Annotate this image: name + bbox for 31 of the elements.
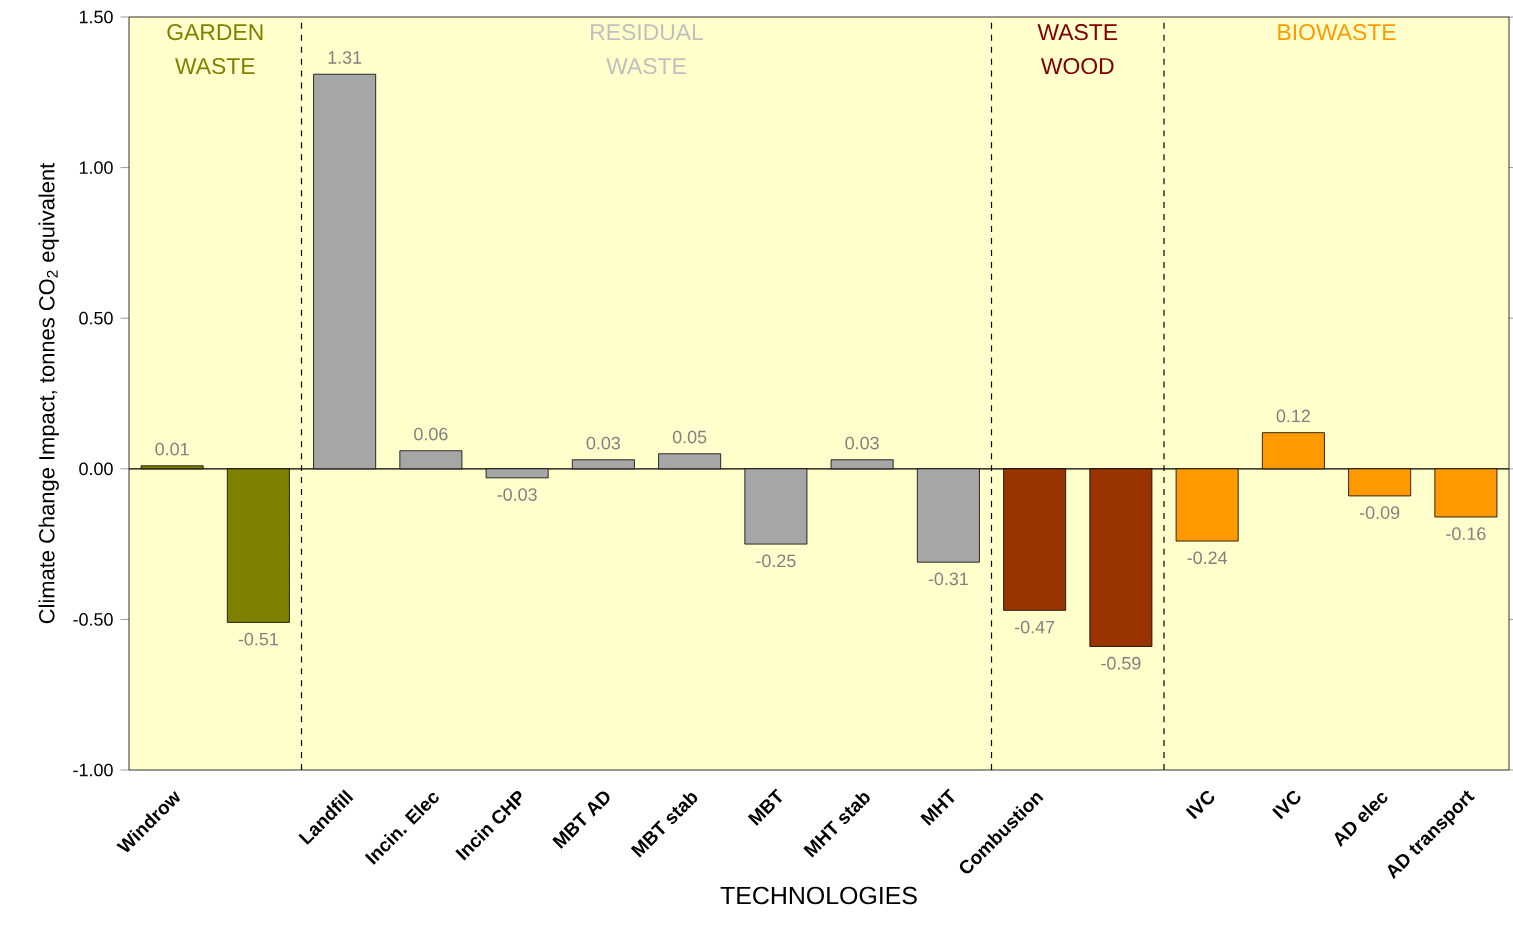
y-tick-label: 1.00 — [79, 161, 113, 174]
data-label: 0.03 — [586, 436, 621, 450]
x-tick-label: AD elec — [1334, 793, 1388, 847]
data-label: 0.12 — [1276, 409, 1310, 423]
data-label: -0.09 — [1360, 506, 1400, 519]
data-label: 0.03 — [845, 436, 879, 450]
annotation: GARDEN WASTE — [167, 24, 263, 75]
data-label: -0.24 — [1187, 551, 1228, 565]
data-label: 0.05 — [672, 430, 707, 444]
data-label: -0.59 — [1101, 656, 1141, 670]
data-label: -0.03 — [497, 488, 537, 501]
data-label: 0.06 — [414, 427, 448, 441]
x-axis-title: TECHNOLOGIES — [720, 886, 917, 905]
y-tick-label: -1.00 — [73, 763, 113, 777]
y-tick-label: 0.00 — [79, 462, 113, 476]
y-tick-label: 1.50 — [79, 10, 113, 24]
data-label: 1.31 — [328, 51, 362, 64]
data-label: -0.47 — [1015, 620, 1055, 634]
data-label: -0.16 — [1446, 527, 1486, 541]
x-tick-label: IVC — [1272, 790, 1301, 820]
data-label: -0.25 — [756, 554, 796, 568]
annotation: WASTE WOOD — [1037, 24, 1118, 75]
annotation: BIOWASTE — [1278, 24, 1396, 41]
annotation: RESIDUAL WASTE — [591, 24, 704, 75]
data-label: -0.31 — [928, 572, 968, 586]
y-tick-label: 0.50 — [79, 311, 113, 325]
y-axis-title: Climate Change Impact, tonnes CO$_{2}$ equivalent — [38, 162, 59, 624]
y-tick-label: -0.50 — [73, 613, 113, 626]
x-tick-label: IVC — [1185, 790, 1215, 820]
data-label: 0.01 — [155, 442, 189, 456]
data-label: -0.51 — [238, 632, 278, 646]
